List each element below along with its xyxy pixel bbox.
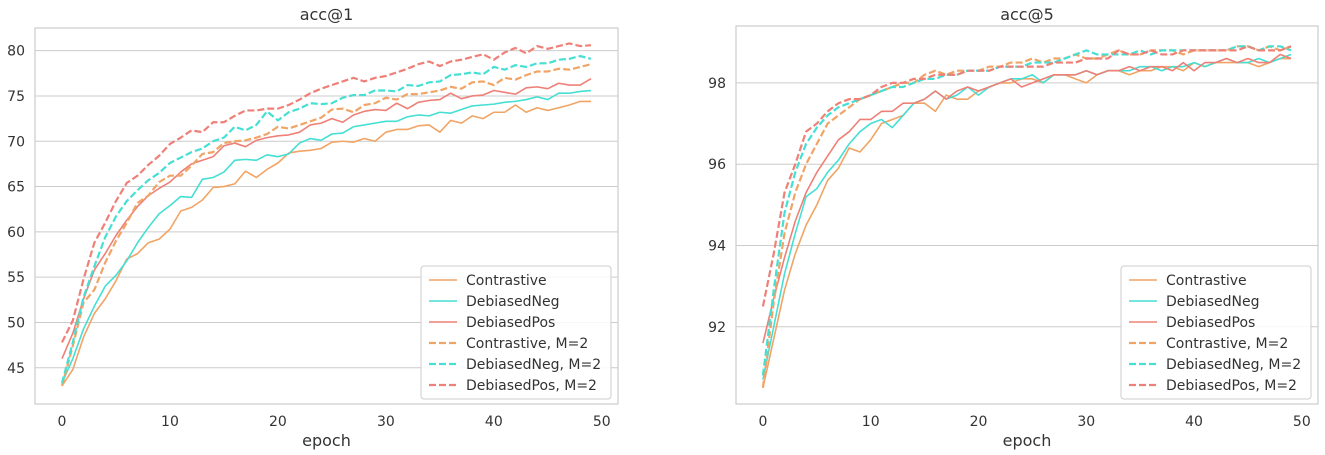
plot-frame: [735, 25, 1319, 405]
y-tick-label: 65: [7, 180, 25, 196]
y-tick-label: 96: [708, 157, 726, 173]
series-line: [61, 89, 592, 384]
y-tick-label: 92: [708, 320, 726, 336]
x-tick-label: 20: [269, 414, 287, 430]
x-tick-label: 40: [1185, 414, 1203, 430]
legend: Contrastive DebiasedNeg DebiasedPos Contras…: [420, 265, 612, 400]
chart-acc1: 45 50 55 60 65 70 75 80 0 10 20 30 40 50 epoch acc@1 Con…: [7, 5, 619, 450]
legend: Contrastive DebiasedNeg DebiasedPos Contras…: [1120, 265, 1312, 400]
legend-label: Contrastive, M=2: [1166, 336, 1288, 352]
x-tick-label: 30: [377, 414, 395, 430]
legend-label: DebiasedNeg, M=2: [466, 357, 601, 373]
series-line: [762, 53, 1292, 380]
legend-label: Contrastive: [1166, 273, 1247, 289]
y-tick-label: 80: [7, 44, 25, 60]
x-tick-label: 0: [58, 414, 67, 430]
y-tick-label: 45: [7, 361, 25, 377]
y-tick-label: 94: [708, 238, 726, 254]
legend-label: Contrastive: [466, 273, 547, 289]
y-tick-label: 98: [708, 76, 726, 92]
x-tick-label: 20: [970, 414, 988, 430]
x-axis-title: epoch: [302, 431, 351, 450]
series-line: [60, 54, 592, 384]
x-axis-title: epoch: [1003, 431, 1052, 450]
x-tick-label: 10: [862, 414, 880, 430]
legend-label: Contrastive, M=2: [466, 336, 588, 352]
x-tick-label: 50: [1293, 414, 1311, 430]
y-tick-label: 50: [7, 315, 25, 331]
legend-label: DebiasedPos: [1166, 315, 1255, 331]
legend-box: [420, 265, 612, 400]
y-tick-label: 70: [7, 134, 25, 150]
legend-label: DebiasedNeg: [466, 294, 560, 310]
x-tick-label: 40: [485, 414, 503, 430]
series-line: [762, 53, 1292, 344]
x-tick-label: 10: [161, 414, 179, 430]
chart-acc5: 92 94 96 98 0 10 20 30 40 50 epoch acc@5 Contrastive…: [708, 5, 1319, 450]
legend-label: DebiasedPos, M=2: [466, 378, 597, 394]
series-line: [61, 100, 592, 387]
plot-frame: [34, 27, 619, 405]
legend-label: DebiasedNeg, M=2: [1166, 357, 1301, 373]
x-tick-label: 0: [758, 414, 767, 430]
legend-label: DebiasedPos, M=2: [1166, 378, 1297, 394]
legend-box: [1120, 265, 1312, 400]
series-line: [761, 45, 1292, 307]
chart-title: acc@5: [1000, 5, 1054, 24]
legend-label: DebiasedPos: [466, 315, 555, 331]
chart-title: acc@1: [300, 5, 354, 24]
x-tick-label: 30: [1077, 414, 1095, 430]
y-tick-label: 60: [7, 225, 25, 241]
x-tick-label: 50: [593, 414, 611, 430]
series-line: [60, 63, 592, 387]
legend-label: DebiasedNeg: [1166, 294, 1260, 310]
series-line: [61, 42, 592, 343]
y-tick-label: 75: [7, 89, 25, 105]
y-tick-label: 55: [7, 270, 25, 286]
